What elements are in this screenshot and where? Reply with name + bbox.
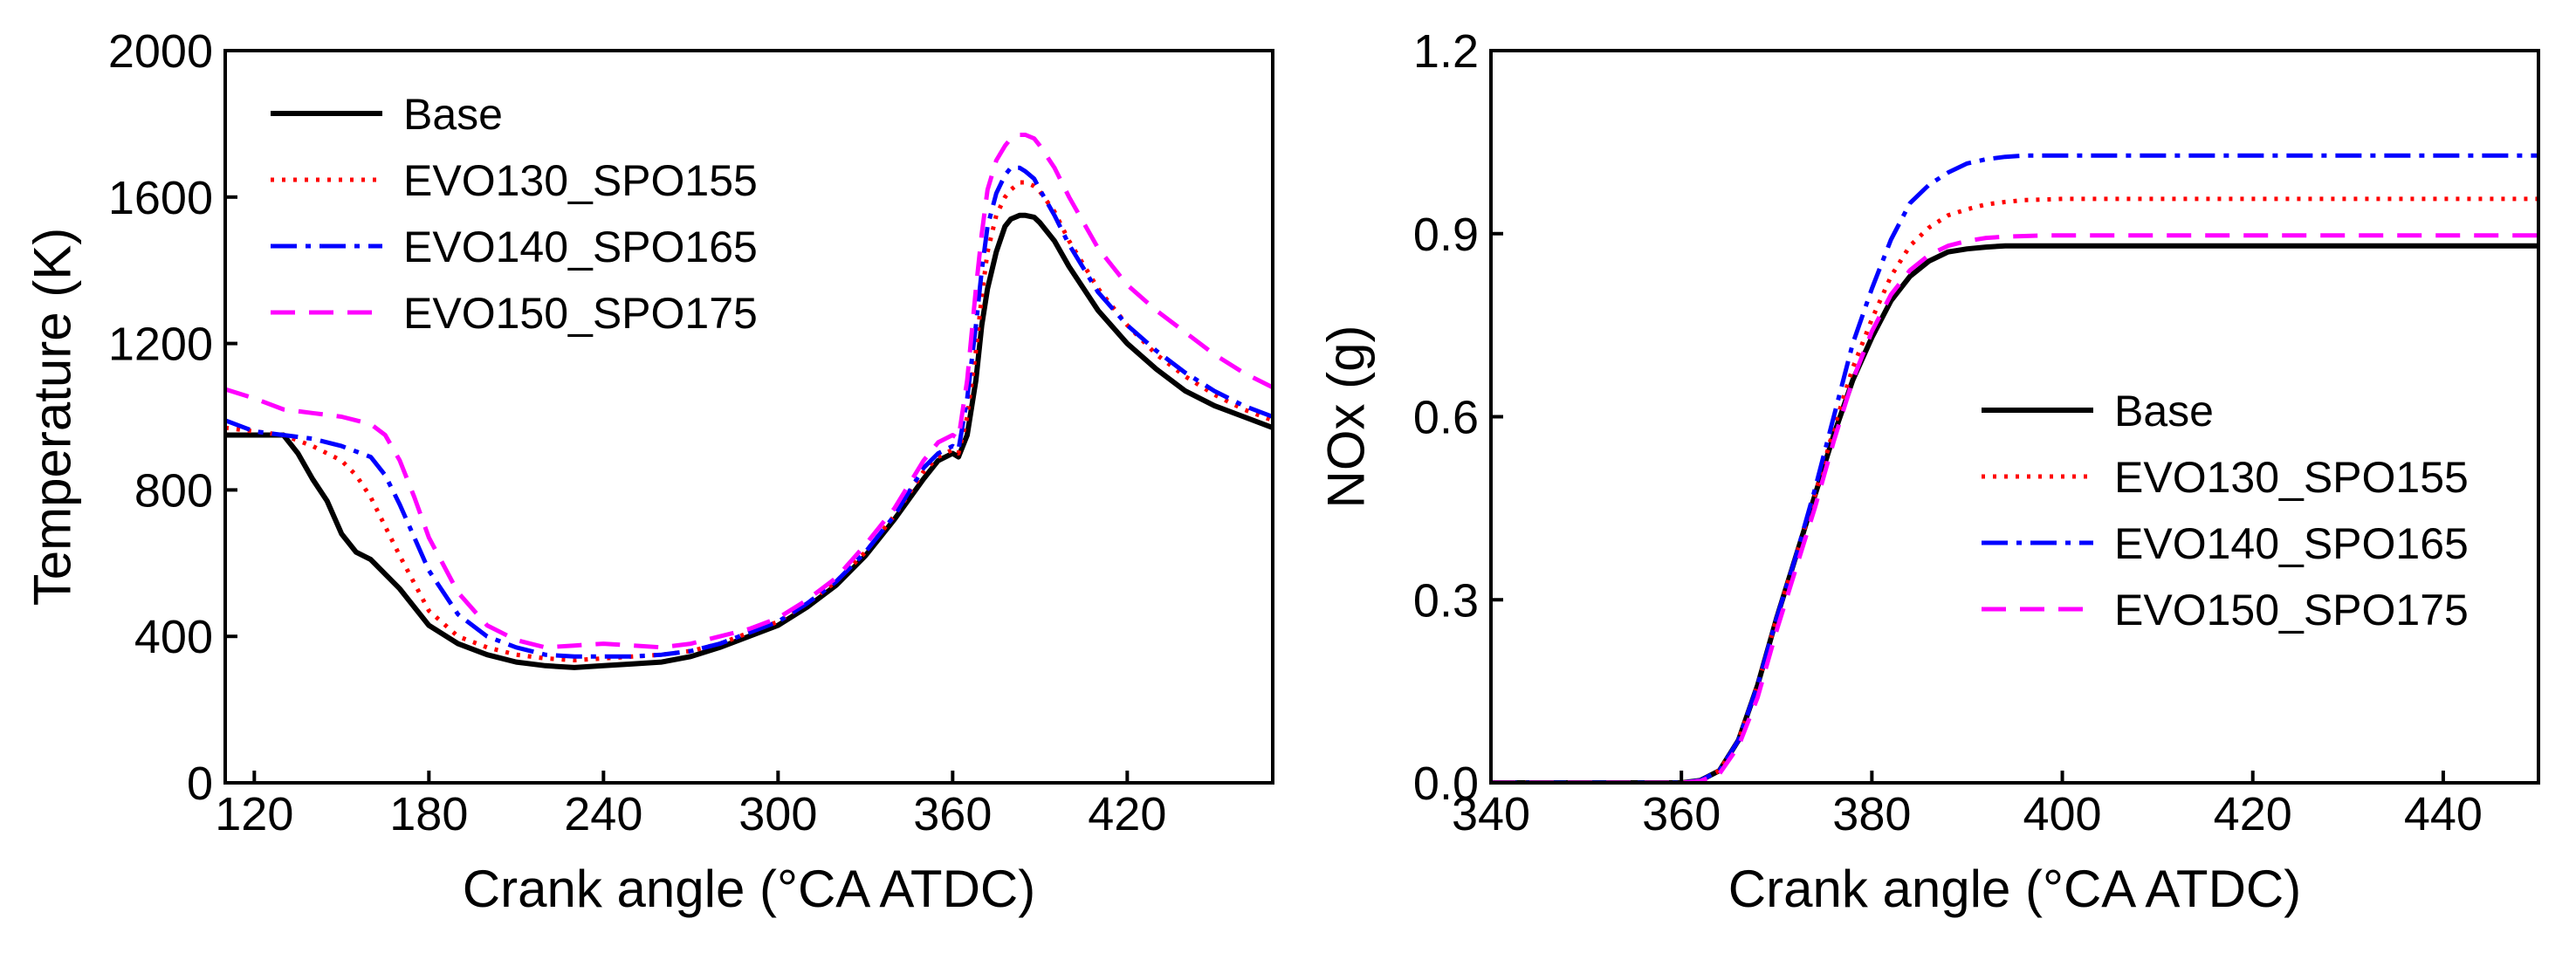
legend-label: EVO130_SPO155 <box>2114 453 2469 502</box>
y-tick-label: 1.2 <box>1413 25 1479 78</box>
x-tick-label: 120 <box>215 788 293 840</box>
x-tick-label: 420 <box>2214 788 2292 840</box>
x-tick-label: 440 <box>2404 788 2483 840</box>
y-tick-label: 0 <box>187 758 213 810</box>
series-line-evo140_spo165 <box>1491 153 2538 783</box>
x-axis-title: Crank angle (°CA ATDC) <box>1728 860 2301 918</box>
temperature-chart: 120 180 240 300 360 420 0 400 800 1200 1600 2000 Cra… <box>24 25 1274 918</box>
y-axis-title: NOx (g) <box>1317 326 1376 509</box>
y-tick-label: 1200 <box>108 319 213 371</box>
x-tick-label: 400 <box>2023 788 2101 840</box>
y-tick-label: 0.3 <box>1413 574 1479 627</box>
x-tick-label: 180 <box>389 788 468 840</box>
x-axis-title: Crank angle (°CA ATDC) <box>463 860 1035 918</box>
series-group <box>225 133 1273 670</box>
y-tick-label: 2000 <box>108 25 213 78</box>
y-tick-label: 800 <box>134 464 213 517</box>
series-line-evo140_spo165 <box>225 165 1273 659</box>
x-tick-label: 360 <box>1642 788 1721 840</box>
nox-chart: 340 360 380 400 420 440 0.0 0.3 0.6 0.9 1.2 Crank a… <box>1317 25 2540 918</box>
x-tick-label: 380 <box>1832 788 1911 840</box>
series-group <box>1491 153 2538 783</box>
legend-label: EVO150_SPO175 <box>403 289 758 338</box>
y-tick-label: 1600 <box>108 172 213 224</box>
series-line-evo150_spo175 <box>1491 233 2538 783</box>
x-tick-label: 360 <box>913 788 992 840</box>
series-line-evo150_spo175 <box>225 133 1273 650</box>
plot-frame <box>1489 49 2540 785</box>
x-tick-label: 300 <box>738 788 817 840</box>
legend: Base EVO130_SPO155 EVO140_SPO165 EVO150_SPO… <box>271 90 758 338</box>
plot-frame <box>223 49 1274 785</box>
legend-label: EVO140_SPO165 <box>2114 519 2469 568</box>
y-tick-label: 0.9 <box>1413 209 1479 261</box>
legend: Base EVO130_SPO155 EVO140_SPO165 EVO150_SPO… <box>1982 387 2469 634</box>
series-line-base <box>225 212 1273 670</box>
y-tick-label: 400 <box>134 611 213 663</box>
x-tick-label: 240 <box>564 788 642 840</box>
legend-label: EVO140_SPO165 <box>403 223 758 271</box>
x-tick-label: 420 <box>1088 788 1166 840</box>
y-axis-title: Temperature (K) <box>24 228 82 606</box>
series-line-base <box>1491 243 2538 783</box>
y-tick-label: 0.6 <box>1413 392 1479 444</box>
legend-label: EVO130_SPO155 <box>403 156 758 205</box>
legend-label: Base <box>403 90 503 139</box>
y-tick-label: 0.0 <box>1413 758 1479 810</box>
x-tick-label: 340 <box>1452 788 1530 840</box>
legend-label: EVO150_SPO175 <box>2114 586 2469 634</box>
legend-label: Base <box>2114 387 2214 435</box>
